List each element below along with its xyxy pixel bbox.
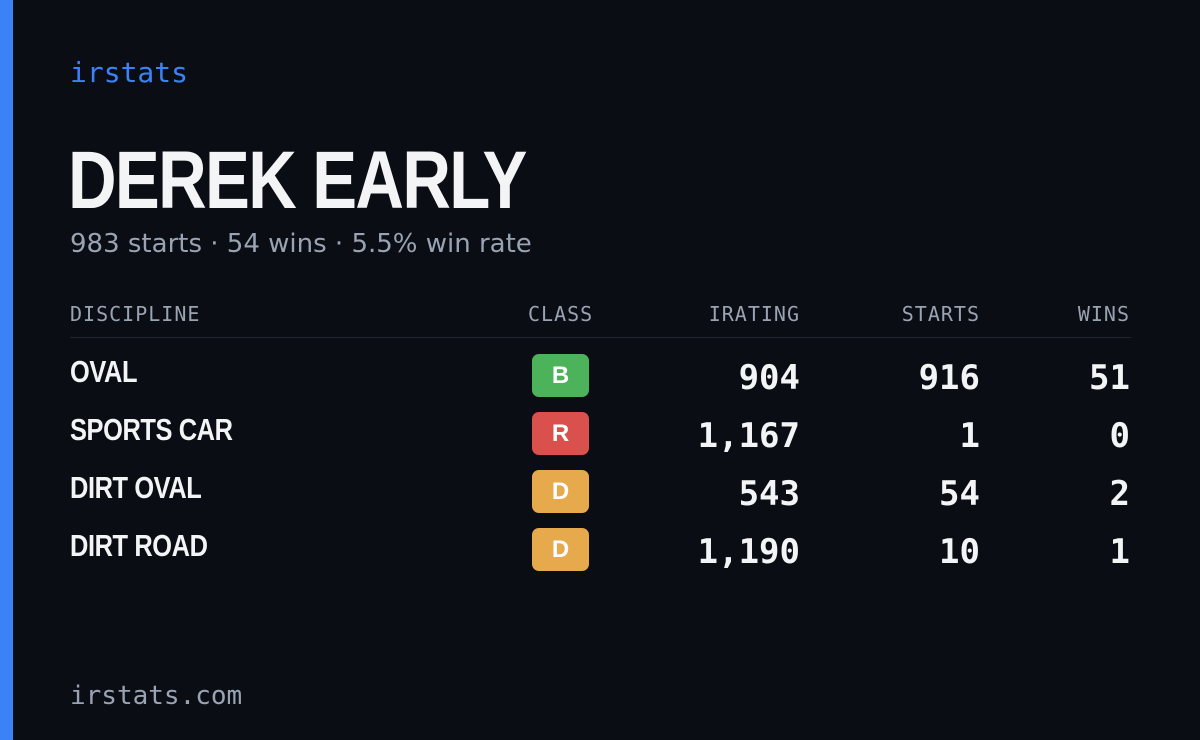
discipline-name: DIRT ROAD: [70, 528, 208, 563]
discipline-name: OVAL: [70, 354, 138, 389]
header-class: CLASS: [528, 302, 594, 326]
brand-logo: irstats: [70, 56, 189, 89]
wins-value: 2: [1109, 474, 1130, 514]
class-badge: D: [532, 470, 589, 513]
table-row: DIRT ROAD D 1,190 10 1: [70, 512, 1131, 572]
header-irating: IRATING: [708, 302, 800, 326]
table-header: DISCIPLINE CLASS IRATING STARTS WINS: [70, 300, 1131, 338]
discipline-name: SPORTS CAR: [70, 412, 233, 447]
class-badge: R: [532, 412, 589, 455]
accent-bar: [0, 0, 13, 740]
table-body: OVAL B 904 916 51 SPORTS CAR R 1,167 1 0…: [70, 338, 1131, 572]
table-row: DIRT OVAL D 543 54 2: [70, 454, 1131, 514]
table-row: SPORTS CAR R 1,167 1 0: [70, 396, 1131, 456]
irating-value: 1,167: [697, 416, 800, 456]
irating-value: 543: [738, 474, 800, 514]
table-row: OVAL B 904 916 51: [70, 338, 1131, 398]
header-starts: STARTS: [901, 302, 980, 326]
irating-value: 1,190: [697, 532, 800, 572]
discipline-table: DISCIPLINE CLASS IRATING STARTS WINS OVA…: [70, 300, 1131, 572]
wins-value: 1: [1109, 532, 1130, 572]
starts-value: 54: [939, 474, 980, 514]
driver-summary: 983 starts · 54 wins · 5.5% win rate: [70, 229, 532, 259]
wins-value: 51: [1089, 358, 1130, 398]
starts-value: 10: [939, 532, 980, 572]
discipline-name: DIRT OVAL: [70, 470, 202, 505]
header-discipline: DISCIPLINE: [70, 302, 201, 326]
starts-value: 1: [959, 416, 980, 456]
footer-url: irstats.com: [70, 681, 243, 711]
class-badge: B: [532, 354, 589, 397]
wins-value: 0: [1109, 416, 1130, 456]
class-badge: D: [532, 528, 589, 571]
starts-value: 916: [918, 358, 980, 398]
header-wins: WINS: [1077, 302, 1130, 326]
driver-name: DEREK EARLY: [68, 135, 527, 226]
irating-value: 904: [738, 358, 800, 398]
